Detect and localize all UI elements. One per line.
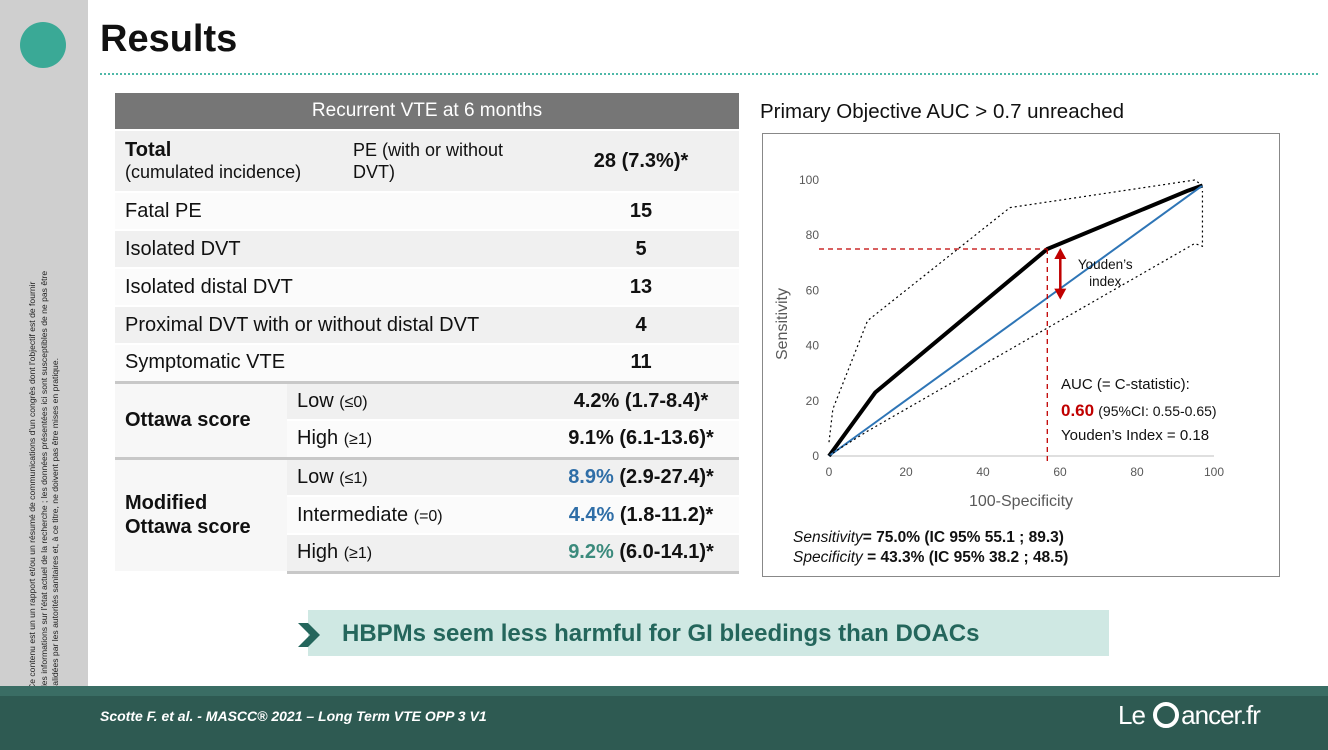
ottawa-level-cell: High (≥1) xyxy=(287,420,543,459)
table-header: Recurrent VTE at 6 months xyxy=(115,93,740,131)
page-title: Results xyxy=(100,18,238,60)
row-label: Proximal DVT with or without distal DVT xyxy=(115,306,543,345)
row-value: 13 xyxy=(543,268,740,307)
primary-objective-heading: Primary Objective AUC > 0.7 unreached xyxy=(760,100,1125,123)
left-sidebar xyxy=(0,0,88,686)
y-tick-label: 100 xyxy=(799,173,819,187)
level-label: High xyxy=(297,541,339,564)
disclaimer-text: Ce contenu est un un rapport et/ou un ré… xyxy=(26,270,60,690)
x-axis-label: 100-Specificity xyxy=(969,493,1073,510)
total-label: Total xyxy=(125,139,172,161)
row-label: Symptomatic VTE xyxy=(115,344,543,383)
y-tick-label: 80 xyxy=(806,228,820,242)
y-tick-label: 0 xyxy=(812,449,819,463)
x-tick-label: 80 xyxy=(1130,465,1144,479)
pct-value: 8.9% xyxy=(568,465,614,488)
auc-value: 0.60 xyxy=(1061,401,1094,420)
callout-banner xyxy=(308,610,1109,656)
youden-value: Youden’s Index = 0.18 xyxy=(1061,427,1209,444)
youden-label-line2: index xyxy=(1089,274,1122,289)
spec-value: = 43.3% (IC 95% 38.2 ; 48.5) xyxy=(863,549,1069,566)
ci-value: (2.9-27.4)* xyxy=(619,465,714,488)
auc-label: AUC (= C-statistic): xyxy=(1061,376,1190,393)
ci-value: (1.8-11.2)* xyxy=(619,503,714,526)
level-cond: (≤0) xyxy=(339,393,368,411)
pct-value: 9.1% xyxy=(568,427,614,450)
modified-value-cell: 8.9% (2.9-27.4)* xyxy=(543,456,740,497)
callout-text: HBPMs seem less harmful for GI bleedings… xyxy=(342,620,980,647)
ci-lower-bound xyxy=(828,191,1204,457)
auc-ci: (95%CI: 0.55-0.65) xyxy=(1098,403,1216,419)
ottawa-level-cell: Low (≤0) xyxy=(287,380,543,421)
level-label: Low xyxy=(297,465,334,488)
modified-level-cell: Low (≤1) xyxy=(287,456,543,497)
logo-right: ancer.fr xyxy=(1181,700,1261,730)
modified-ottawa-label: Modified Ottawa score xyxy=(115,456,287,573)
x-tick-label: 100 xyxy=(1204,465,1224,479)
y-tick-label: 40 xyxy=(806,339,820,353)
modified-level-cell: High (≥1) xyxy=(287,534,543,574)
row-label: Isolated distal DVT xyxy=(115,268,543,307)
x-tick-label: 60 xyxy=(1053,465,1067,479)
pct-value: 9.2% xyxy=(568,541,614,564)
youden-arrow-up-icon xyxy=(1054,248,1067,259)
level-label: Intermediate xyxy=(297,503,409,526)
total-value: 28 (7.3%)* xyxy=(543,130,740,193)
row-label: Fatal PE xyxy=(115,192,543,231)
pct-value: 4.2% xyxy=(573,389,620,412)
level-cond: (≥1) xyxy=(343,545,373,563)
ci-value: (6.1-13.6)* xyxy=(619,427,714,450)
spec-label: Specificity xyxy=(793,549,864,566)
level-label: High xyxy=(297,427,339,450)
row-label: Isolated DVT xyxy=(115,230,543,269)
y-axis-label: Sensitivity xyxy=(774,288,791,360)
title-divider xyxy=(100,73,1318,75)
level-label: Low xyxy=(297,389,334,412)
footer-bar xyxy=(0,686,1328,750)
auc-line: 0.60 (95%CI: 0.55-0.65) xyxy=(1061,401,1217,420)
sensitivity-line: Sensitivity= 75.0% (IC 95% 55.1 ; 89.3) xyxy=(793,529,1064,546)
footer-band xyxy=(0,686,1328,696)
citation: Scotte F. et al. - MASCC® 2021 – Long Te… xyxy=(100,708,487,724)
roc-chart: 0 20 40 60 80 100 0 20 40 60 80 100 Youden’s index 1… xyxy=(774,173,1224,566)
row-value: 11 xyxy=(543,344,740,383)
ottawa-value-cell: 9.1% (6.1-13.6)* xyxy=(543,420,740,459)
recurrent-vte-table: Recurrent VTE at 6 months Total (cumulat… xyxy=(115,93,740,574)
reference-diagonal xyxy=(828,184,1204,457)
ottawa-label: Ottawa score xyxy=(115,380,287,459)
level-cond: (≤1) xyxy=(339,469,368,487)
level-cond: (=0) xyxy=(413,507,443,525)
total-sub: (cumulated incidence) xyxy=(125,162,302,182)
youden-arrow-down-icon xyxy=(1054,288,1067,300)
chevron-right-icon xyxy=(298,623,320,647)
x-tick-label: 40 xyxy=(976,465,990,479)
ottawa-value-cell: 4.2% (1.7-8.4)* xyxy=(543,380,740,421)
x-tick-label: 0 xyxy=(826,465,833,479)
row-value: 4 xyxy=(543,306,740,345)
roc-chart-frame: 0 20 40 60 80 100 0 20 40 60 80 100 Youden’s index 1… xyxy=(762,133,1280,577)
specificity-line: Specificity = 43.3% (IC 95% 38.2 ; 48.5) xyxy=(793,549,1068,566)
row-value: 15 xyxy=(543,192,740,231)
lecancer-logo: Le ancer.fr xyxy=(1118,700,1261,731)
ci-value: (6.0-14.1)* xyxy=(619,541,714,564)
brand-dot-icon xyxy=(20,22,66,68)
logo-ring-icon xyxy=(1153,702,1180,728)
sens-value: = 75.0% (IC 95% 55.1 ; 89.3) xyxy=(863,529,1064,546)
y-tick-label: 20 xyxy=(806,394,820,408)
modified-value-cell: 4.4% (1.8-11.2)* xyxy=(543,496,740,535)
sens-label: Sensitivity xyxy=(793,529,864,546)
y-tick-label: 60 xyxy=(806,283,820,297)
youden-label-line1: Youden’s xyxy=(1078,257,1133,272)
level-cond: (≥1) xyxy=(343,431,373,449)
modified-level-cell: Intermediate (=0) xyxy=(287,496,543,535)
row-value: 5 xyxy=(543,230,740,269)
logo-left: Le xyxy=(1118,700,1146,730)
total-desc: PE (with or without DVT) xyxy=(343,130,543,193)
modified-value-cell: 9.2% (6.0-14.1)* xyxy=(543,534,740,574)
total-cell: Total (cumulated incidence) xyxy=(115,130,343,193)
x-tick-label: 20 xyxy=(899,465,913,479)
ci-value: (1.7-8.4)* xyxy=(624,389,709,412)
pct-value: 4.4% xyxy=(568,503,615,526)
